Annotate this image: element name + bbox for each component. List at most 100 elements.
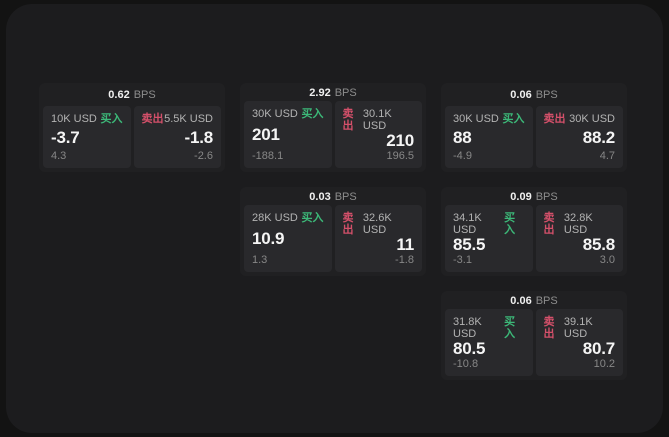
buy-pane-top: 34.1K USD 买入 — [453, 212, 525, 236]
sell-action-button[interactable]: 卖出 — [141, 113, 164, 125]
sell-pane-top: 卖出 32.6K USD — [343, 212, 415, 236]
bps-unit-label: BPS — [334, 190, 357, 203]
sell-delta-value: 4.7 — [599, 150, 615, 162]
buy-action-button[interactable]: 买入 — [502, 113, 525, 125]
card-body: 34.1K USD 买入 85.5 -3.1 卖出 32.8K USD 85.8… — [445, 205, 623, 272]
sell-action-button[interactable]: 卖出 — [543, 113, 566, 125]
bps-unit-label: BPS — [334, 86, 357, 99]
sell-delta-value: 3.0 — [599, 254, 615, 266]
quote-card-grid: 0.62 BPS 10K USD 买入 -3.7 4.3 卖出 5.5K USD — [39, 83, 627, 380]
sell-quote-value: -1.8 — [184, 127, 214, 147]
sell-amount: 30K USD — [569, 113, 615, 125]
quote-card: 0.06 BPS 31.8K USD 买入 80.5 -10.8 卖出 39.1… — [441, 291, 627, 380]
quote-card: 0.62 BPS 10K USD 买入 -3.7 4.3 卖出 5.5K USD — [39, 83, 225, 172]
buy-action-button[interactable]: 买入 — [504, 212, 516, 236]
buy-delta-value: -188.1 — [252, 150, 284, 162]
buy-action-button[interactable]: 买入 — [100, 113, 123, 125]
buy-pane-top: 30K USD 买入 — [453, 113, 525, 125]
sell-pane[interactable]: 卖出 32.6K USD 11 -1.8 — [334, 205, 422, 272]
buy-amount: 30K USD — [453, 113, 499, 125]
buy-amount: 30K USD — [252, 108, 298, 120]
buy-quote-value: 10.9 — [252, 229, 285, 248]
buy-quote-value: 80.5 — [453, 339, 486, 358]
buy-amount: 28K USD — [252, 212, 298, 224]
sell-quote-value: 210 — [386, 131, 414, 150]
buy-quote-value: -3.7 — [51, 127, 80, 147]
buy-delta-value: 4.3 — [51, 150, 67, 162]
buy-pane[interactable]: 30K USD 买入 88 -4.9 — [445, 106, 533, 168]
bps-value: 0.62 — [108, 89, 130, 101]
sell-pane-top: 卖出 39.1K USD — [544, 316, 616, 340]
sell-amount: 32.8K USD — [563, 212, 593, 236]
buy-pane[interactable]: 30K USD 买入 201 -188.1 — [244, 101, 332, 168]
card-body: 31.8K USD 买入 80.5 -10.8 卖出 39.1K USD 80.… — [445, 309, 623, 376]
buy-quote-value: 88 — [453, 127, 472, 147]
buy-action-button[interactable]: 买入 — [301, 108, 324, 120]
buy-quote-value: 201 — [252, 125, 280, 144]
sell-amount: 39.1K USD — [563, 316, 593, 340]
card-body: 10K USD 买入 -3.7 4.3 卖出 5.5K USD -1.8 -2.… — [43, 106, 221, 168]
buy-action-button[interactable]: 买入 — [504, 316, 516, 340]
quote-card: 2.92 BPS 30K USD 买入 201 -188.1 卖出 30.1K … — [240, 83, 426, 172]
sell-delta-value: -1.8 — [395, 254, 414, 266]
sell-pane[interactable]: 卖出 39.1K USD 80.7 10.2 — [535, 309, 623, 376]
bps-value: 0.09 — [510, 190, 532, 203]
buy-amount: 10K USD — [51, 113, 97, 125]
sell-delta-value: 196.5 — [386, 150, 414, 162]
bps-value: 0.06 — [510, 89, 532, 101]
quote-card: 0.09 BPS 34.1K USD 买入 85.5 -3.1 卖出 32.8K… — [441, 187, 627, 276]
buy-pane-top: 31.8K USD 买入 — [453, 316, 525, 340]
buy-pane-top: 10K USD 买入 — [51, 113, 123, 125]
bps-unit-label: BPS — [535, 294, 558, 307]
bps-header: 2.92 BPS — [240, 83, 426, 99]
buy-delta-value: -4.9 — [453, 150, 472, 162]
buy-action-button[interactable]: 买入 — [301, 212, 324, 224]
bps-value: 0.06 — [510, 294, 532, 307]
sell-action-button[interactable]: 卖出 — [543, 316, 555, 340]
bps-header: 0.06 BPS — [441, 83, 627, 104]
sell-pane[interactable]: 卖出 30.1K USD 210 196.5 — [334, 101, 422, 168]
sell-pane-top: 卖出 32.8K USD — [544, 212, 616, 236]
buy-delta-value: -10.8 — [453, 358, 479, 370]
sell-amount: 32.6K USD — [362, 212, 392, 236]
sell-pane-top: 卖出 30K USD — [544, 113, 616, 125]
bps-header: 0.09 BPS — [441, 187, 627, 203]
bps-header: 0.03 BPS — [240, 187, 426, 203]
buy-quote-value: 85.5 — [453, 235, 486, 254]
bps-header: 0.62 BPS — [39, 83, 225, 104]
sell-pane[interactable]: 卖出 5.5K USD -1.8 -2.6 — [133, 106, 221, 168]
sell-action-button[interactable]: 卖出 — [342, 108, 354, 132]
bps-unit-label: BPS — [535, 190, 558, 203]
buy-delta-value: 1.3 — [252, 254, 268, 266]
buy-pane[interactable]: 31.8K USD 买入 80.5 -10.8 — [445, 309, 533, 376]
quote-card: 0.06 BPS 30K USD 买入 88 -4.9 卖出 30K USD — [441, 83, 627, 172]
buy-delta-value: -3.1 — [453, 254, 472, 266]
buy-pane[interactable]: 10K USD 买入 -3.7 4.3 — [43, 106, 131, 168]
sell-pane-top: 卖出 5.5K USD — [142, 113, 214, 125]
bps-unit-label: BPS — [133, 89, 156, 101]
sell-amount: 5.5K USD — [164, 113, 213, 125]
card-body: 28K USD 买入 10.9 1.3 卖出 32.6K USD 11 -1.8 — [244, 205, 422, 272]
card-body: 30K USD 买入 88 -4.9 卖出 30K USD 88.2 4.7 — [445, 106, 623, 168]
sell-pane[interactable]: 卖出 32.8K USD 85.8 3.0 — [535, 205, 623, 272]
buy-pane[interactable]: 34.1K USD 买入 85.5 -3.1 — [445, 205, 533, 272]
buy-pane[interactable]: 28K USD 买入 10.9 1.3 — [244, 205, 332, 272]
sell-pane[interactable]: 卖出 30K USD 88.2 4.7 — [535, 106, 623, 168]
quote-card: 0.03 BPS 28K USD 买入 10.9 1.3 卖出 32.6K US… — [240, 187, 426, 276]
card-body: 30K USD 买入 201 -188.1 卖出 30.1K USD 210 1… — [244, 101, 422, 168]
bps-header: 0.06 BPS — [441, 291, 627, 307]
sell-quote-value: 80.7 — [582, 339, 615, 358]
sell-delta-value: -2.6 — [194, 150, 213, 162]
sell-delta-value: 10.2 — [593, 358, 615, 370]
bps-value: 0.03 — [309, 190, 331, 203]
buy-amount: 31.8K USD — [453, 316, 482, 340]
sell-quote-value: 11 — [396, 235, 414, 254]
sell-action-button[interactable]: 卖出 — [543, 212, 555, 236]
sell-amount: 30.1K USD — [362, 108, 392, 132]
sell-quote-value: 85.8 — [582, 235, 615, 254]
sell-pane-top: 卖出 30.1K USD — [343, 108, 415, 132]
buy-amount: 34.1K USD — [453, 212, 482, 236]
buy-pane-top: 30K USD 买入 — [252, 108, 324, 120]
sell-action-button[interactable]: 卖出 — [342, 212, 354, 236]
